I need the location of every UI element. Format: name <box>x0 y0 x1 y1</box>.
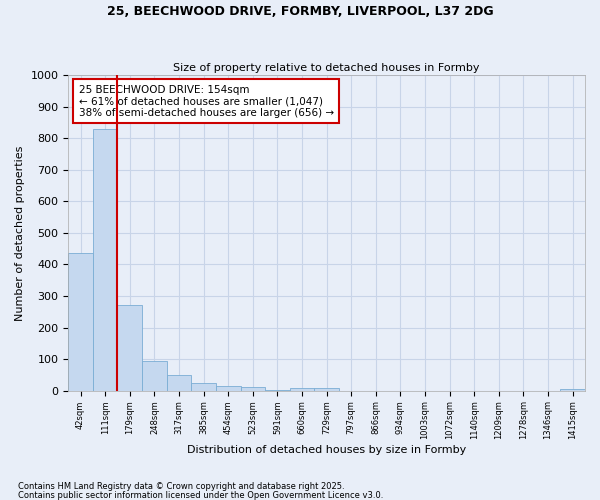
Bar <box>314 388 339 390</box>
X-axis label: Distribution of detached houses by size in Formby: Distribution of detached houses by size … <box>187 445 466 455</box>
Title: Size of property relative to detached houses in Formby: Size of property relative to detached ho… <box>173 63 480 73</box>
Bar <box>68 254 93 390</box>
Bar <box>142 360 167 390</box>
Bar <box>560 389 585 390</box>
Bar <box>191 382 216 390</box>
Bar <box>167 375 191 390</box>
Bar <box>216 386 241 390</box>
Y-axis label: Number of detached properties: Number of detached properties <box>15 145 25 320</box>
Text: Contains public sector information licensed under the Open Government Licence v3: Contains public sector information licen… <box>18 490 383 500</box>
Bar <box>290 388 314 390</box>
Bar <box>241 388 265 390</box>
Text: 25, BEECHWOOD DRIVE, FORMBY, LIVERPOOL, L37 2DG: 25, BEECHWOOD DRIVE, FORMBY, LIVERPOOL, … <box>107 5 493 18</box>
Bar <box>93 129 118 390</box>
Text: Contains HM Land Registry data © Crown copyright and database right 2025.: Contains HM Land Registry data © Crown c… <box>18 482 344 491</box>
Bar <box>118 306 142 390</box>
Text: 25 BEECHWOOD DRIVE: 154sqm
← 61% of detached houses are smaller (1,047)
38% of s: 25 BEECHWOOD DRIVE: 154sqm ← 61% of deta… <box>79 84 334 118</box>
